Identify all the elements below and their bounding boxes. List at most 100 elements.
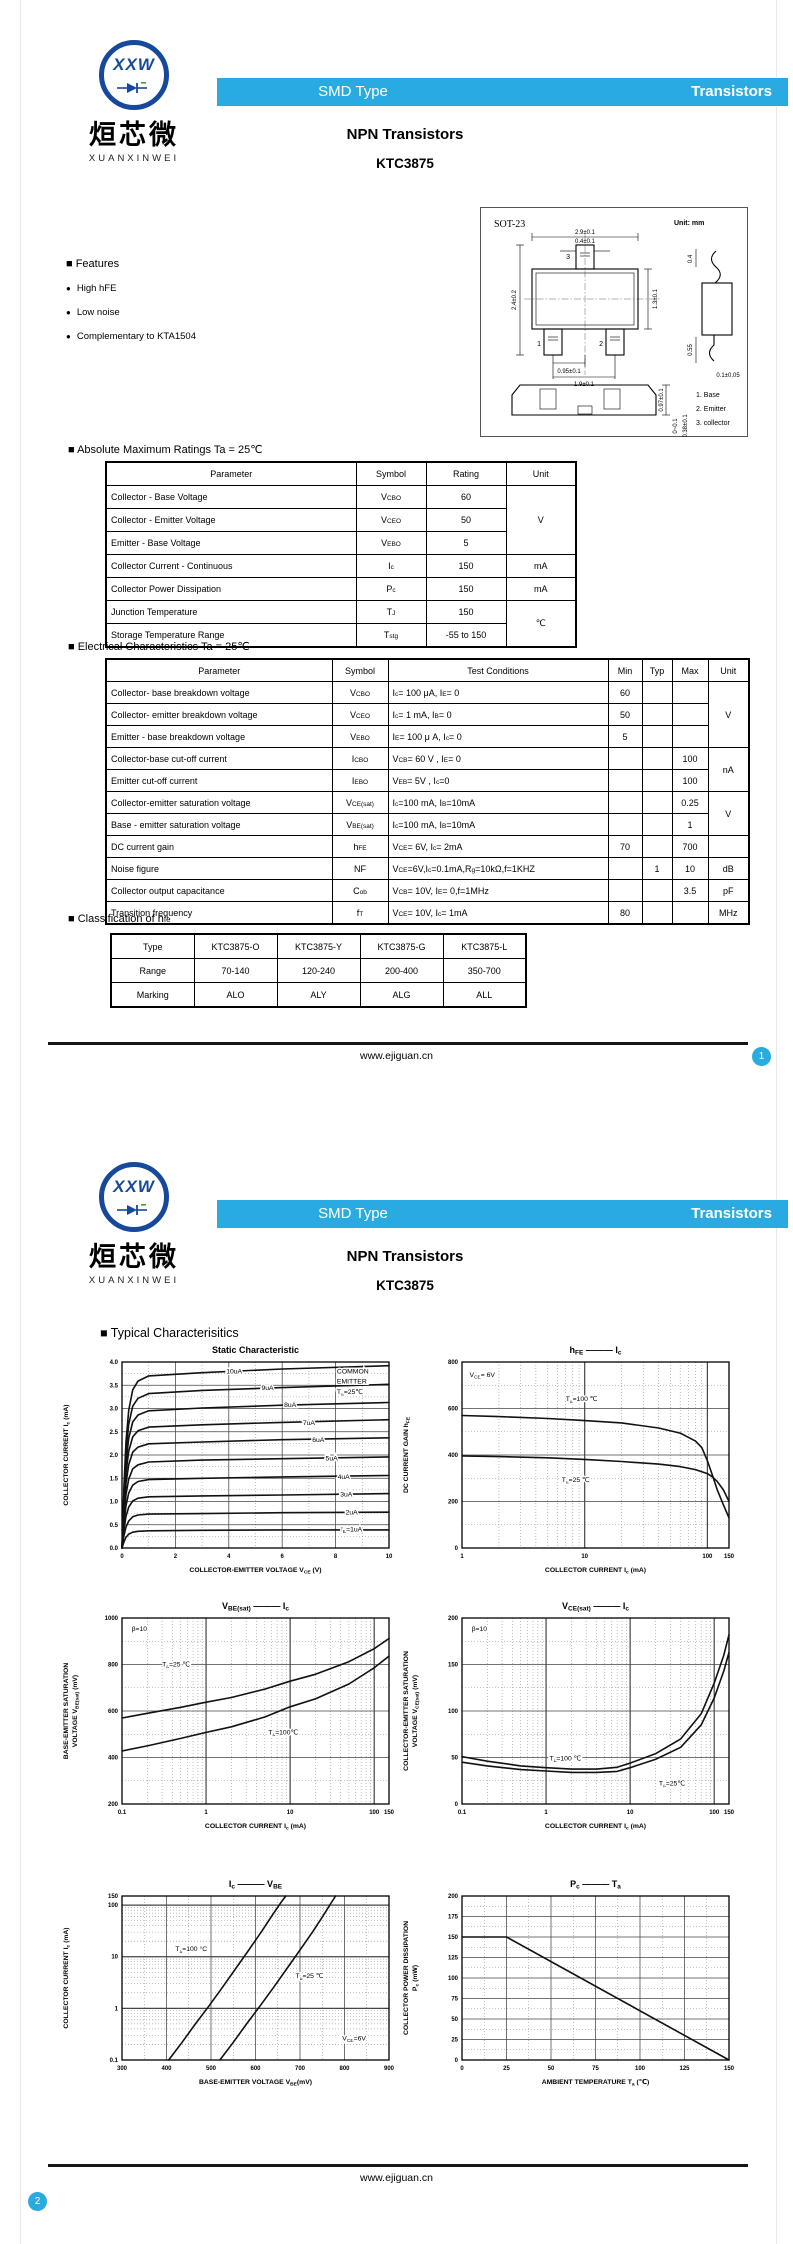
table-row: Emitter - base breakdown voltage VEBO IE= … (105, 725, 749, 748)
svg-text:500: 500 (206, 2066, 217, 2072)
table-cell: Type (110, 933, 195, 959)
table-cell: KTC3875-O (193, 933, 278, 959)
chart-vbesat-vs-ic: 0.1 1 10 100 150 200 400 600 800 1000 β=10 Ta=25 ℃ T… (58, 1590, 403, 1857)
table-row: Base - emitter saturation voltage VBE(sat… (105, 813, 749, 836)
table-row: Storage Temperature Range Tstg -55 to 150 (105, 623, 576, 648)
table-cell: VBE(sat) (331, 813, 389, 836)
table-cell: V (505, 485, 577, 555)
table-cell: VEBO (355, 531, 427, 555)
page-title: NPN Transistors (346, 126, 464, 143)
table-cell: 150 (425, 554, 507, 578)
dim-bottom-height: 0.97±0.1 (659, 388, 665, 412)
table-cell: 350-700 (442, 958, 527, 983)
dim-total-height: 2.4±0.2 (512, 289, 518, 310)
svg-text:1: 1 (544, 1810, 548, 1816)
svg-text:3.5: 3.5 (110, 1383, 119, 1389)
svg-text:Static Characteristic: Static Characteristic (212, 1345, 299, 1355)
table-cell: Junction Temperature (105, 600, 357, 624)
table-cell: MHz (707, 901, 750, 925)
footer-url: www.ejiguan.cn (0, 1050, 793, 1062)
table-cell: -55 to 150 (425, 623, 507, 648)
table-row: Collector-base cut-off current ICBO VCB= 6… (105, 747, 750, 792)
features-heading: ■ Features (66, 258, 120, 270)
table-cell: nA (707, 747, 750, 792)
footer-url-link[interactable]: www.ejiguan.cn (360, 2172, 433, 2184)
svg-text:10: 10 (627, 1810, 634, 1816)
svg-text:25: 25 (503, 2066, 510, 2072)
table-cell: VCE=6V,Ic=0.1mA,Rg=10kΩ,f=1KHZ (387, 857, 609, 880)
svg-text:100: 100 (448, 1976, 459, 1982)
table-cell (641, 725, 673, 748)
bullet-icon: ● (66, 308, 71, 317)
table-cell: VCBO (331, 681, 389, 704)
svg-text:2: 2 (174, 1554, 178, 1560)
footer-url-link[interactable]: www.ejiguan.cn (360, 1050, 433, 1062)
svg-text:175: 175 (448, 1915, 459, 1921)
svg-text:200: 200 (448, 1500, 459, 1506)
table-cell: 200-400 (359, 958, 444, 983)
table-row: Type KTC3875-O KTC3875-Y KTC3875-G KTC3875-L (110, 933, 527, 959)
svg-text:100: 100 (702, 1554, 713, 1560)
table-row: Collector - Base Voltage VCBO 60 V (105, 485, 577, 555)
page-edge-left (20, 0, 21, 2244)
svg-text:0.1: 0.1 (458, 1810, 467, 1816)
table-cell (641, 879, 673, 902)
svg-text:β=10: β=10 (132, 1626, 148, 1633)
pin-legend-emitter: 2. Emitter (696, 406, 727, 413)
table-cell (641, 791, 673, 814)
svg-text:150: 150 (724, 2066, 735, 2072)
svg-text:150: 150 (108, 1894, 119, 1900)
diode-icon (104, 81, 164, 99)
table-cell: Collector Current - Continuous (105, 554, 357, 578)
table-cell (641, 901, 673, 925)
section-heading-electrical-characteristics: ■ Electrical Characteristics Ta = 25℃ (68, 641, 250, 653)
svg-text:5uA: 5uA (326, 1456, 339, 1463)
svg-text:125: 125 (448, 1956, 459, 1962)
svg-text:0.5: 0.5 (110, 1523, 119, 1529)
svg-text:800: 800 (448, 1360, 459, 1366)
svg-text:100: 100 (635, 2066, 646, 2072)
svg-text:COLLECTOR-EMITTER VOLTAGE V: COLLECTOR-EMITTER VOLTAGE VCE (V) (189, 1567, 321, 1576)
svg-text:800: 800 (339, 2066, 350, 2072)
table-cell: 0.25 (671, 791, 709, 814)
svg-text:3.0: 3.0 (110, 1407, 119, 1413)
footer-divider (48, 1042, 748, 1045)
pin2-number: 2 (599, 341, 603, 348)
table-cell (607, 791, 643, 814)
chart-pc-vs-ta: 0 25 50 75 100 125 150 0 25 50 75 100 125 150 175 200 Pc… (398, 1872, 743, 2111)
table-header-cell: Symbol (355, 461, 427, 486)
table-row: Collector Power Dissipation Pc 150 mA (105, 577, 577, 601)
table-cell (641, 747, 673, 770)
table-cell: Tstg (355, 623, 427, 648)
table-header-cell: Unit (505, 461, 577, 486)
table-cell: 1 (671, 813, 709, 836)
table-cell: ALO (193, 982, 278, 1008)
svg-text:BASE-EMITTER SATURATION: BASE-EMITTER SATURATION (63, 1663, 70, 1760)
svg-text:Pc ——— Ta: Pc ——— Ta (570, 1879, 621, 1891)
svg-text:0: 0 (460, 2066, 464, 2072)
table-cell: Storage Temperature Range (105, 623, 357, 648)
logo-circle: XXW (99, 40, 169, 110)
table-header-cell: Typ (641, 658, 673, 682)
dim-lead-top: 0.4 (688, 254, 694, 263)
table-cell (671, 681, 709, 704)
vbesat-ic-svg: 0.1 1 10 100 150 200 400 600 800 1000 β=10 Ta=25 ℃ T… (63, 1601, 395, 1832)
table-cell: ICBO (331, 747, 389, 770)
table-cell: Ic= 1 mA, IB= 0 (387, 703, 609, 726)
svg-text:400: 400 (161, 2066, 172, 2072)
chart-vcesat-vs-ic: 0.1 1 10 100 150 0 50 100 150 200 β=10 Ta=100 ℃ Ta=2… (398, 1590, 743, 1857)
svg-text:10: 10 (287, 1810, 294, 1816)
dim-foot: 0~0.1 (673, 418, 679, 434)
data-table: Parameter Symbol Rating Unit Collector - Bas… (105, 461, 577, 648)
logo-monogram: XXW (113, 1177, 155, 1196)
pin-legend-collector: 3. collector (696, 420, 731, 427)
table-cell: 50 (607, 703, 643, 726)
section-heading-absolute-maximum-ratings: ■ Absolute Maximum Ratings Ta = 25℃ (68, 444, 263, 456)
dim-pin-width: 0.4±0.1 (575, 239, 596, 245)
table-header-cell: Parameter (105, 658, 333, 682)
svg-text:Ta=25℃: Ta=25℃ (337, 1389, 363, 1398)
table-row: Collector-emitter saturation voltage VCE(… (105, 791, 750, 836)
table-cell (641, 681, 673, 704)
chart-static-characteristic: 0 2 4 6 8 10 0.0 0.5 1.0 1.5 2.0 2.5 3.0 3.5 4.0 10uA 9u… (58, 1334, 403, 1597)
table-cell: Collector - Base Voltage (105, 485, 357, 509)
